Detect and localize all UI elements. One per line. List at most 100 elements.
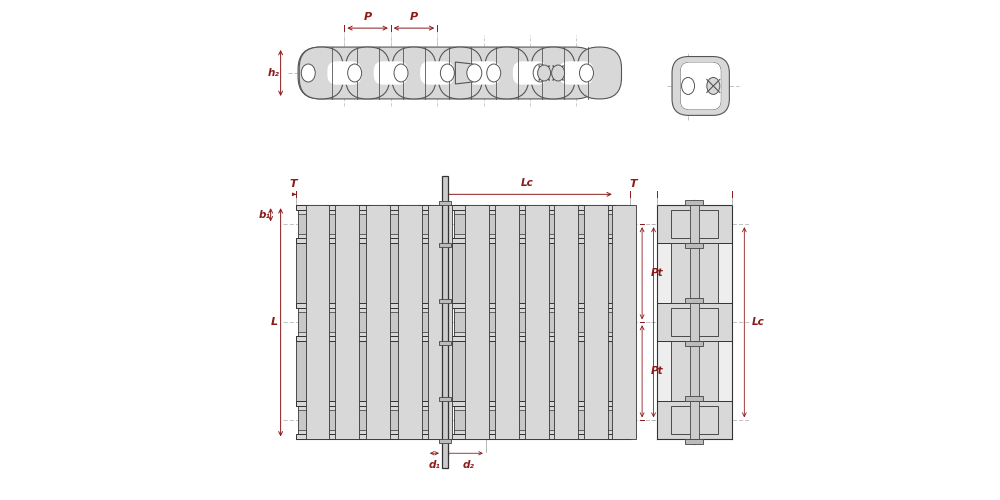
Ellipse shape <box>301 64 315 82</box>
Bar <box>685 341 703 346</box>
Bar <box>495 206 519 440</box>
Bar <box>452 336 630 406</box>
Bar <box>298 214 443 234</box>
Bar <box>452 238 630 308</box>
Bar <box>439 398 451 402</box>
Bar <box>657 206 732 243</box>
Bar <box>557 206 574 440</box>
Ellipse shape <box>467 64 482 82</box>
Bar <box>454 312 628 332</box>
Bar <box>439 440 451 444</box>
Text: P: P <box>364 12 372 22</box>
Bar <box>306 206 329 440</box>
FancyBboxPatch shape <box>681 62 721 110</box>
Bar <box>339 206 356 440</box>
FancyBboxPatch shape <box>467 62 501 84</box>
Ellipse shape <box>580 64 593 82</box>
FancyBboxPatch shape <box>374 62 408 84</box>
Text: Pt: Pt <box>651 366 664 376</box>
Bar <box>439 202 451 205</box>
Bar <box>431 206 448 440</box>
Bar <box>298 210 443 238</box>
Bar <box>401 206 418 440</box>
Bar <box>298 410 443 430</box>
Bar <box>296 238 630 243</box>
FancyBboxPatch shape <box>577 47 621 99</box>
Bar <box>612 206 636 440</box>
Bar <box>465 206 489 440</box>
FancyBboxPatch shape <box>531 47 575 99</box>
Bar <box>685 200 703 205</box>
Bar <box>685 396 703 402</box>
Bar <box>296 238 445 308</box>
Bar <box>296 434 630 440</box>
Bar <box>616 206 633 440</box>
Bar <box>439 300 451 304</box>
Bar <box>296 336 445 406</box>
Bar <box>525 206 549 440</box>
Bar <box>690 402 699 440</box>
Text: Lc: Lc <box>661 318 673 328</box>
Ellipse shape <box>348 64 362 82</box>
Bar <box>554 206 578 440</box>
Bar <box>454 210 628 238</box>
Text: d₂: d₂ <box>463 460 475 469</box>
Bar <box>428 206 452 440</box>
Bar <box>690 243 699 304</box>
Bar <box>296 304 630 308</box>
Text: T: T <box>289 180 297 190</box>
Bar <box>442 176 448 469</box>
Bar <box>366 206 390 440</box>
Bar <box>309 206 326 440</box>
Bar <box>296 206 630 210</box>
Bar <box>454 308 628 336</box>
Ellipse shape <box>487 64 501 82</box>
Bar <box>685 298 703 304</box>
Bar <box>587 206 604 440</box>
Bar <box>671 341 718 402</box>
FancyBboxPatch shape <box>327 62 361 84</box>
Text: Pt: Pt <box>651 268 664 278</box>
Bar <box>690 341 699 402</box>
Text: T: T <box>630 180 637 190</box>
Text: Lc: Lc <box>751 318 764 328</box>
Bar <box>439 243 451 247</box>
FancyBboxPatch shape <box>672 56 729 116</box>
FancyBboxPatch shape <box>346 47 390 99</box>
Bar <box>685 243 703 248</box>
Bar <box>454 214 628 234</box>
Ellipse shape <box>682 78 695 94</box>
FancyBboxPatch shape <box>298 47 597 99</box>
Ellipse shape <box>552 65 565 81</box>
Bar <box>685 440 703 444</box>
Text: P: P <box>410 12 418 22</box>
Bar <box>398 206 422 440</box>
Bar <box>454 406 628 434</box>
Bar <box>469 206 485 440</box>
FancyBboxPatch shape <box>485 47 529 99</box>
FancyBboxPatch shape <box>513 62 547 84</box>
FancyBboxPatch shape <box>681 62 721 110</box>
Bar <box>671 243 718 304</box>
Bar <box>529 206 545 440</box>
Bar <box>657 304 732 341</box>
Ellipse shape <box>707 78 720 94</box>
Text: L: L <box>271 318 278 328</box>
Bar <box>671 308 718 336</box>
FancyBboxPatch shape <box>420 62 454 84</box>
Bar <box>690 206 699 243</box>
Bar <box>370 206 387 440</box>
Text: Lc: Lc <box>521 178 534 188</box>
FancyBboxPatch shape <box>438 47 482 99</box>
Text: b₁: b₁ <box>258 210 270 220</box>
Bar <box>439 341 451 345</box>
Bar <box>296 336 630 341</box>
Bar <box>690 304 699 341</box>
FancyBboxPatch shape <box>299 47 343 99</box>
Bar <box>657 206 732 440</box>
FancyBboxPatch shape <box>392 47 436 99</box>
Ellipse shape <box>440 64 454 82</box>
Text: d₁: d₁ <box>428 460 440 469</box>
Bar <box>657 402 732 440</box>
Bar <box>671 210 718 238</box>
